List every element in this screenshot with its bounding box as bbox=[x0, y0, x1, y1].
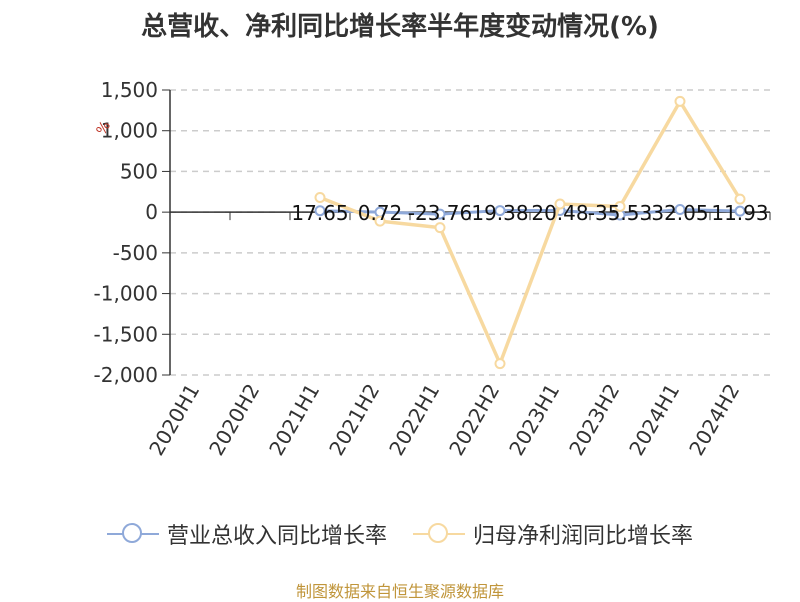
x-tick-label: 2022H2 bbox=[444, 380, 504, 460]
x-tick-label: 2020H1 bbox=[144, 380, 204, 460]
data-point-revenue bbox=[494, 205, 506, 217]
data-point-net-profit bbox=[314, 191, 326, 203]
data-label: 0.72 bbox=[358, 201, 403, 225]
data-point-net-profit bbox=[614, 200, 626, 212]
data-point-net-profit bbox=[494, 358, 506, 370]
x-tick-label: 2024H2 bbox=[684, 380, 744, 460]
chart-title: 总营收、净利同比增长率半年度变动情况(%) bbox=[141, 12, 659, 42]
legend-revenue-label: 营业总收入同比增长率 bbox=[166, 524, 387, 549]
data-label: -23.76 bbox=[408, 201, 472, 225]
y-tick-label: 500 bbox=[120, 159, 158, 183]
data-label: 32.05 bbox=[651, 201, 708, 225]
data-point-revenue bbox=[734, 205, 746, 217]
x-tick-label: 2023H1 bbox=[504, 380, 564, 460]
legend-net-profit-marker bbox=[413, 521, 465, 547]
data-label: 11.93 bbox=[711, 201, 768, 225]
data-point-revenue bbox=[434, 208, 446, 220]
series-line-revenue bbox=[319, 208, 741, 217]
x-tick-label: 2023H2 bbox=[564, 380, 624, 460]
y-tick-label: 1,000 bbox=[101, 119, 158, 143]
data-point-revenue bbox=[314, 205, 326, 217]
data-point-revenue bbox=[674, 204, 686, 216]
y-tick-label: -1,500 bbox=[94, 322, 158, 346]
data-label: 17.65 bbox=[291, 201, 348, 225]
y-tick-label: -2,000 bbox=[94, 363, 158, 387]
legend: 营业总收入同比增长率 归母净利润同比增长率 bbox=[0, 518, 800, 550]
data-point-net-profit bbox=[434, 222, 446, 234]
data-point-net-profit bbox=[734, 193, 746, 205]
x-tick-label: 2022H1 bbox=[384, 380, 444, 460]
data-label: 19.38 bbox=[471, 201, 528, 225]
data-point-net-profit bbox=[554, 198, 566, 210]
y-tick-label: 0 bbox=[145, 200, 158, 224]
legend-net-profit-label: 归母净利润同比增长率 bbox=[473, 524, 694, 549]
x-tick-label: 2021H2 bbox=[324, 380, 384, 460]
y-tick-label: -1,000 bbox=[94, 282, 158, 306]
x-tick-label: 2024H1 bbox=[624, 380, 684, 460]
legend-item-revenue[interactable]: 营业总收入同比增长率 bbox=[106, 518, 387, 550]
data-label: 20.48 bbox=[531, 201, 588, 225]
x-tick-label: 2021H1 bbox=[264, 380, 324, 460]
x-tick-label: 2020H2 bbox=[204, 380, 264, 460]
series-line-net-profit bbox=[319, 97, 742, 369]
legend-item-net-profit[interactable]: 归母净利润同比增长率 bbox=[413, 518, 693, 550]
source-note: 制图数据来自恒生聚源数据库 bbox=[295, 582, 504, 601]
y-tick-label: 1,500 bbox=[101, 78, 158, 102]
data-label: -35.53 bbox=[588, 201, 652, 225]
y-tick-label: -500 bbox=[113, 241, 158, 265]
legend-revenue-marker bbox=[106, 521, 159, 547]
data-point-net-profit bbox=[674, 95, 686, 107]
data-point-net-profit bbox=[374, 215, 386, 227]
